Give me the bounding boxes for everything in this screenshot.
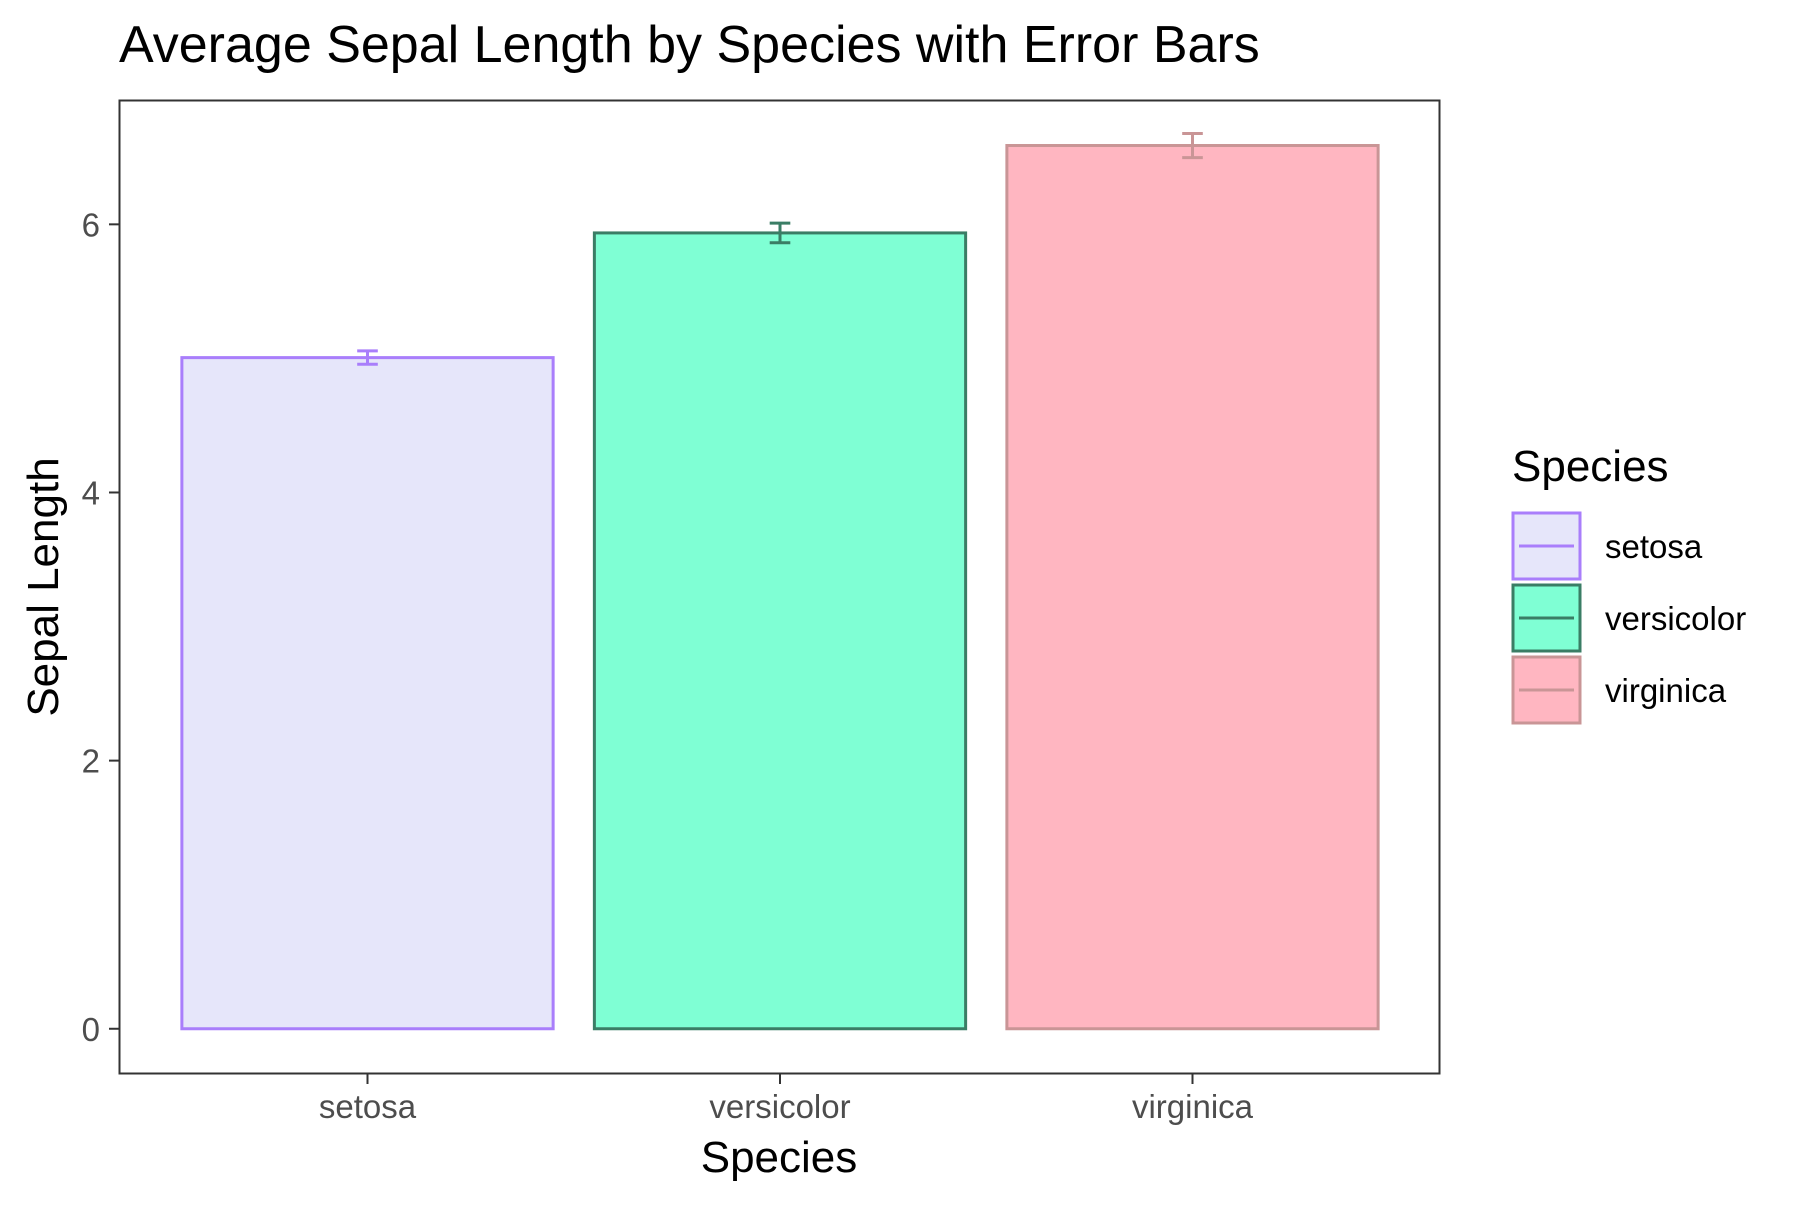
bar-setosa bbox=[180, 356, 555, 1031]
x-axis: setosa versicolor virginica bbox=[319, 1073, 1254, 1125]
x-axis-title: Species bbox=[701, 1133, 858, 1182]
legend-title: Species bbox=[1512, 442, 1669, 491]
y-axis: 0 2 4 6 bbox=[82, 206, 120, 1048]
legend-label-setosa: setosa bbox=[1605, 528, 1703, 565]
x-tick-label-virginica: virginica bbox=[1132, 1088, 1254, 1125]
legend-keys: setosa versicolor virginica bbox=[1511, 511, 1746, 725]
y-tick-label-6: 6 bbox=[82, 206, 100, 243]
error-bars-layer bbox=[357, 131, 1203, 366]
y-tick-label-2: 2 bbox=[82, 743, 100, 780]
chart-title: Average Sepal Length by Species with Err… bbox=[119, 16, 1260, 74]
y-tick-label-0: 0 bbox=[82, 1011, 100, 1048]
x-tick-label-setosa: setosa bbox=[319, 1088, 417, 1125]
legend: Species setosa versicolor virginica bbox=[1511, 442, 1746, 725]
x-tick-label-versicolor: versicolor bbox=[709, 1088, 850, 1125]
legend-label-virginica: virginica bbox=[1605, 672, 1727, 709]
y-tick-label-4: 4 bbox=[82, 474, 100, 511]
bar-virginica bbox=[1005, 144, 1380, 1031]
legend-label-versicolor: versicolor bbox=[1605, 600, 1746, 637]
y-axis-title: Sepal Length bbox=[19, 457, 68, 716]
bar-versicolor bbox=[592, 231, 968, 1031]
